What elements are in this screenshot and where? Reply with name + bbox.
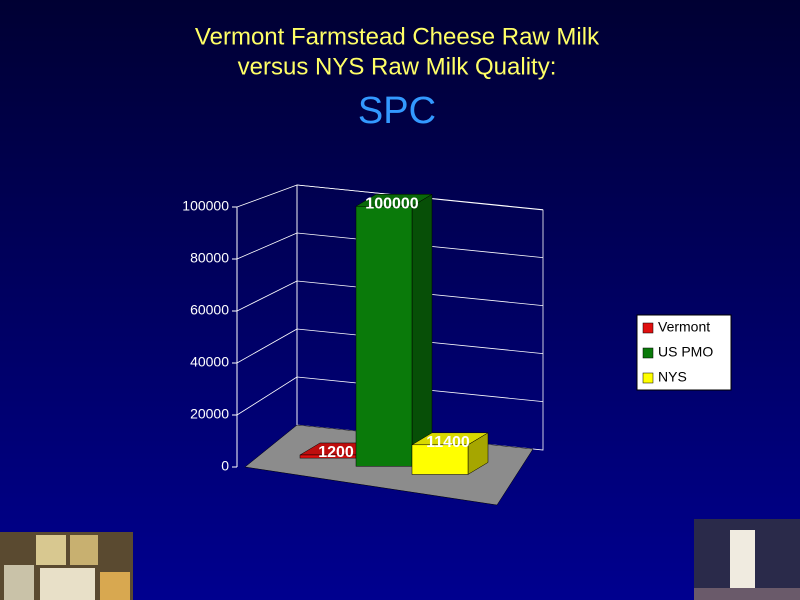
legend-swatch (642, 372, 654, 384)
title-line: versus NYS Raw Milk Quality: (238, 53, 557, 80)
y-tick-label: 40000 (190, 354, 229, 370)
cheese-photo (0, 532, 133, 600)
y-tick-label: 100000 (182, 198, 229, 214)
data-label: 1200 (318, 444, 354, 461)
grid-line (236, 280, 298, 312)
grid-line (236, 376, 298, 416)
data-label: 11400 (426, 434, 470, 451)
y-tick-label: 20000 (190, 406, 229, 422)
bar (355, 206, 413, 467)
legend: Vermont US PMO NYS (636, 314, 732, 391)
bar (411, 444, 469, 475)
bar-side (411, 193, 433, 467)
legend-label: NYS (658, 369, 687, 385)
legend-label: Vermont (658, 319, 710, 335)
title-line: Vermont Farmstead Cheese Raw Milk (195, 23, 600, 50)
grid-line (236, 232, 298, 260)
data-label: 100000 (365, 195, 418, 212)
grid-line (236, 184, 298, 208)
grid-line (236, 328, 298, 364)
legend-label: US PMO (658, 344, 713, 360)
legend-swatch (642, 322, 654, 334)
legend-swatch (642, 347, 654, 359)
subtitle: SPC (358, 90, 436, 132)
chart: 0 20000 40000 60000 80000 100000 1200 100000 114… (182, 184, 544, 506)
y-tick-label: 80000 (190, 250, 229, 266)
milk-photo (694, 519, 800, 600)
y-tick-label: 60000 (190, 302, 229, 318)
y-tick-label: 0 (221, 458, 229, 474)
